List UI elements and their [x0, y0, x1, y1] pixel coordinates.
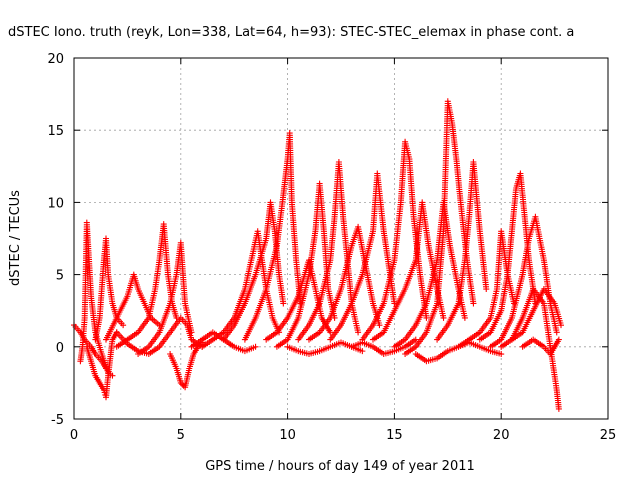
data-series-markers — [306, 223, 383, 343]
y-axis-label: dSTEC / TECUs — [8, 190, 23, 286]
x-axis-label: GPS time / hours of day 149 of year 2011 — [205, 459, 475, 474]
data-series-markers — [83, 329, 120, 401]
data-series-markers — [135, 239, 195, 357]
data-series-markers — [92, 235, 127, 343]
y-tick-label: 15 — [47, 124, 64, 139]
data-series-markers — [263, 257, 334, 343]
data-series-markers — [348, 336, 419, 357]
y-tick-label: -5 — [51, 413, 64, 428]
data-series-markers — [295, 159, 362, 343]
x-tick-label: 25 — [600, 428, 617, 443]
data-series-markers — [370, 199, 447, 343]
x-tick-label: 0 — [70, 428, 78, 443]
data-series-markers — [113, 314, 206, 357]
data-series-markers — [434, 159, 490, 343]
data-series-markers — [77, 219, 116, 379]
data-series-markers — [167, 339, 206, 391]
axis-ticks — [73, 57, 609, 420]
y-tick-label: 5 — [56, 269, 64, 284]
data-series-markers — [519, 336, 562, 357]
x-tick-label: 15 — [386, 428, 403, 443]
y-tick-label: 10 — [47, 196, 64, 211]
data-series-markers — [359, 138, 430, 343]
data-series-markers — [498, 286, 565, 350]
y-tick-label: 20 — [47, 52, 64, 67]
data-points — [71, 98, 565, 412]
y-tick-label: 0 — [56, 341, 64, 356]
data-series-markers — [327, 170, 398, 343]
chart-title: dSTEC Iono. truth (reyk, Lon=338, Lat=64… — [8, 25, 574, 40]
x-tick-label: 5 — [177, 428, 185, 443]
data-series-markers — [487, 213, 560, 350]
data-series-markers — [284, 339, 366, 357]
x-tick-label: 10 — [279, 428, 296, 443]
x-tick-label: 20 — [493, 428, 510, 443]
plot-frame — [73, 57, 609, 420]
data-series-markers — [273, 180, 338, 350]
data-series-markers — [241, 130, 304, 343]
grid-lines — [74, 58, 608, 419]
